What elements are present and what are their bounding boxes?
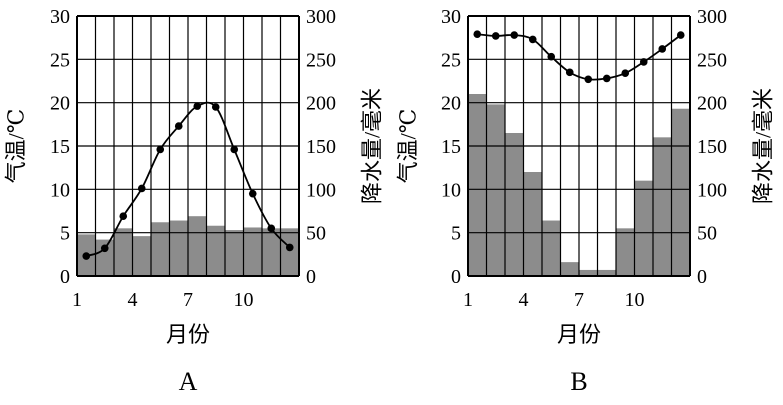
temperature-point xyxy=(565,68,574,77)
y-right-tick-label: 50 xyxy=(306,223,326,245)
temperature-point xyxy=(528,35,537,44)
x-tick-label: 4 xyxy=(128,289,138,311)
precipitation-bar xyxy=(169,220,188,276)
precipitation-bar xyxy=(262,228,281,276)
y-right-tick-label: 250 xyxy=(306,49,336,71)
precipitation-bar xyxy=(114,228,133,276)
y-right-tick-label: 200 xyxy=(697,93,727,115)
temperature-point xyxy=(156,145,165,154)
y-left-tick-label: 15 xyxy=(50,136,70,158)
y-right-tick-label: 50 xyxy=(697,223,717,245)
x-axis-title: 月份 xyxy=(557,322,601,347)
temperature-point xyxy=(584,75,593,84)
x-axis-title: 月份 xyxy=(166,322,210,347)
y-right-tick-label: 0 xyxy=(306,266,316,288)
temperature-point xyxy=(602,74,611,83)
y-left-tick-label: 5 xyxy=(60,223,70,245)
y-left-tick-label: 30 xyxy=(50,6,70,28)
y-left-tick-label: 5 xyxy=(451,223,461,245)
x-tick-label: 4 xyxy=(519,289,529,311)
temperature-point xyxy=(193,102,202,110)
temperature-point xyxy=(211,103,220,111)
panel-label: B xyxy=(570,367,587,396)
temperature-point xyxy=(473,30,482,38)
temperature-point xyxy=(119,212,128,220)
temperature-point xyxy=(658,45,667,53)
y-right-tick-label: 300 xyxy=(306,6,336,28)
x-tick-label: 1 xyxy=(463,289,473,311)
y-left-tick-label: 10 xyxy=(441,179,461,201)
y-right-tick-label: 200 xyxy=(306,93,336,115)
y-left-tick-label: 0 xyxy=(451,266,461,288)
x-tick-label: 7 xyxy=(574,289,584,311)
y-left-tick-label: 25 xyxy=(50,49,70,71)
precipitation-bar xyxy=(560,262,579,276)
temperature-point xyxy=(510,31,519,39)
x-tick-label: 7 xyxy=(183,289,193,311)
precipitation-bar xyxy=(505,133,524,276)
precipitation-bar xyxy=(225,230,244,276)
temperature-point xyxy=(676,31,685,39)
precipitation-bar xyxy=(243,227,262,276)
precipitation-bar xyxy=(634,180,653,276)
precipitation-bar xyxy=(671,108,690,276)
temperature-point xyxy=(267,224,276,233)
precipitation-bar xyxy=(579,269,598,276)
y-left-tick-label: 15 xyxy=(441,136,461,158)
temperature-point xyxy=(137,184,146,193)
y-left-tick-label: 20 xyxy=(50,93,70,115)
y-left-axis-title: 气温/℃ xyxy=(396,109,421,184)
temperature-point xyxy=(100,244,109,253)
precipitation-bar xyxy=(523,172,542,276)
precipitation-bar xyxy=(132,236,151,276)
precipitation-bar xyxy=(653,137,672,276)
temperature-point xyxy=(248,189,257,198)
y-right-axis-title: 降水量/毫米 xyxy=(360,88,385,204)
y-right-tick-label: 100 xyxy=(306,179,336,201)
x-tick-label: 1 xyxy=(72,289,82,311)
temperature-point xyxy=(174,122,183,130)
y-left-tick-label: 30 xyxy=(441,6,461,28)
temperature-point xyxy=(547,52,556,61)
y-right-axis-title: 降水量/毫米 xyxy=(751,88,776,204)
precipitation-bar xyxy=(616,228,635,276)
precipitation-bar xyxy=(95,239,114,276)
y-left-tick-label: 20 xyxy=(441,93,461,115)
precipitation-bar xyxy=(188,216,207,276)
y-right-tick-label: 150 xyxy=(306,136,336,158)
precipitation-bar xyxy=(468,94,487,276)
precipitation-bar xyxy=(486,104,505,277)
temperature-point xyxy=(82,252,91,260)
temperature-point xyxy=(621,69,630,77)
temperature-point xyxy=(639,58,648,66)
precipitation-bar xyxy=(151,222,170,276)
precipitation-bar xyxy=(206,225,225,276)
y-right-tick-label: 0 xyxy=(697,266,707,288)
precipitation-bar xyxy=(542,220,561,276)
y-left-axis-title: 气温/℃ xyxy=(4,109,29,184)
panel-label: A xyxy=(179,367,198,396)
y-right-tick-label: 250 xyxy=(697,49,727,71)
temperature-point xyxy=(491,32,500,40)
x-tick-label: 10 xyxy=(234,289,254,311)
y-left-tick-label: 0 xyxy=(60,266,70,288)
precipitation-bar xyxy=(597,269,616,276)
temperature-point xyxy=(230,145,239,154)
x-tick-label: 10 xyxy=(625,289,645,311)
y-right-tick-label: 100 xyxy=(697,179,727,201)
temperature-point xyxy=(285,243,294,252)
y-left-tick-label: 10 xyxy=(50,179,70,201)
y-left-tick-label: 25 xyxy=(441,49,461,71)
precipitation-bar xyxy=(280,228,299,276)
y-right-tick-label: 300 xyxy=(697,6,727,28)
y-right-tick-label: 150 xyxy=(697,136,727,158)
